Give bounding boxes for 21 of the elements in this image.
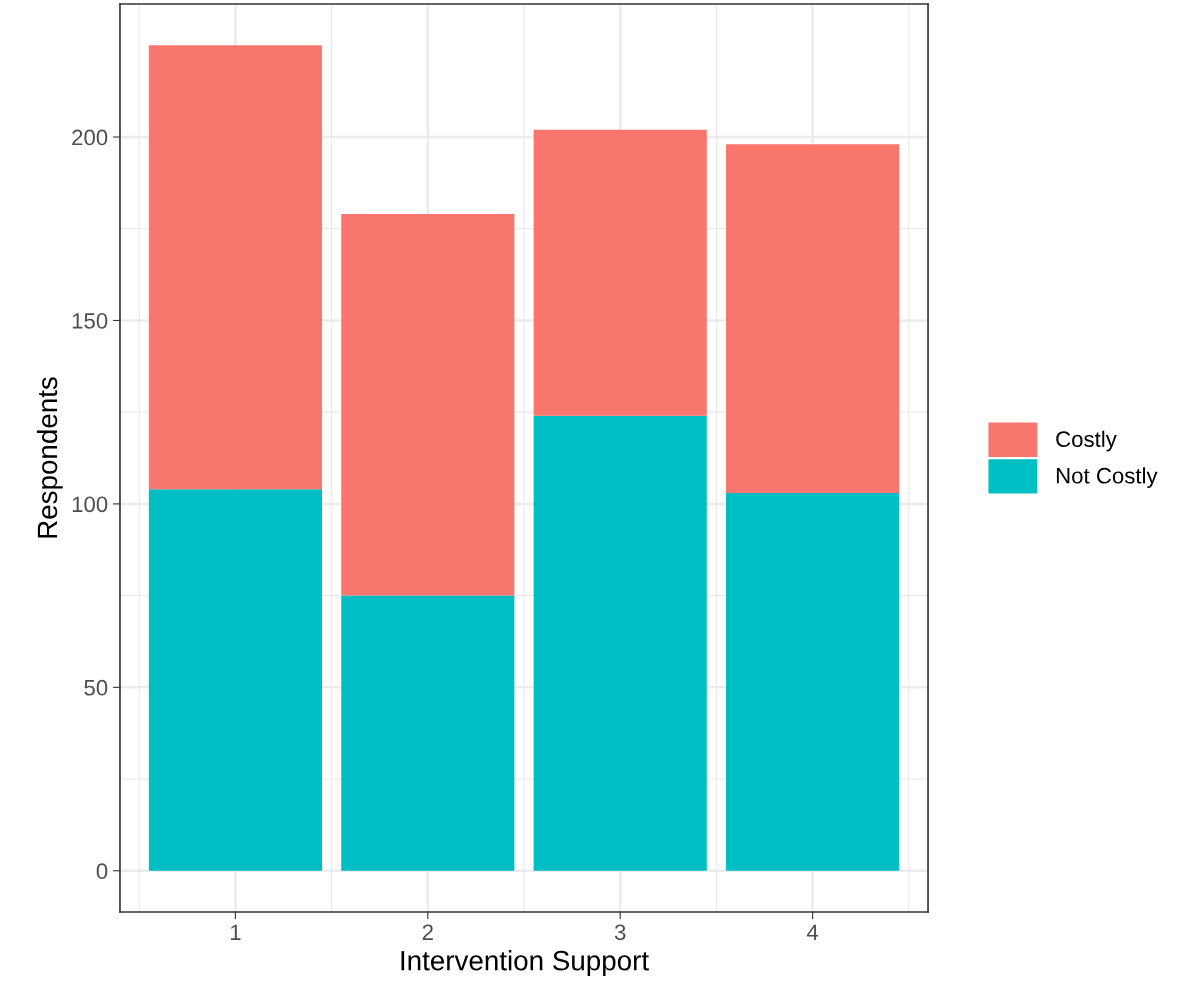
x-tick-label: 2 <box>422 924 433 940</box>
bar <box>341 214 515 596</box>
bar <box>341 595 515 871</box>
x-tick-label: 1 <box>230 924 241 940</box>
bar <box>148 489 322 871</box>
bar <box>148 45 322 490</box>
y-tick-label: 200 <box>72 129 108 146</box>
legend-label: Costly <box>1056 430 1117 452</box>
x-tick-label: 4 <box>806 924 819 940</box>
y-tick-label: 50 <box>84 679 108 696</box>
bar <box>533 415 707 871</box>
y-axis-title: Respondents <box>36 377 63 538</box>
bar <box>726 492 900 871</box>
bar <box>726 144 900 493</box>
bar <box>533 129 707 416</box>
legend-label: Not Costly <box>1056 467 1158 488</box>
y-tick-label: 100 <box>72 496 108 513</box>
y-tick-label: 0 <box>96 863 108 880</box>
x-tick-label: 3 <box>614 924 626 941</box>
y-tick-label: 150 <box>72 312 108 329</box>
x-axis-title: Intervention Support <box>401 950 649 977</box>
